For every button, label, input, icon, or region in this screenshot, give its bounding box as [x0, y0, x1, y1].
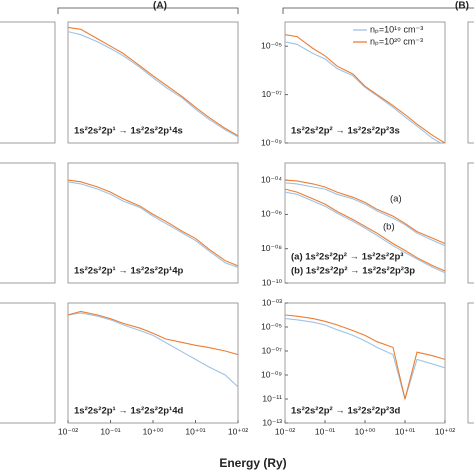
series-line	[285, 34, 445, 143]
y-tick-label: 10⁻⁰⁴	[261, 174, 282, 184]
series-line	[68, 310, 238, 356]
y-tick-label: 10⁻⁰⁹	[261, 137, 282, 147]
x-tick-label: 10⁺⁰¹	[185, 426, 205, 436]
series-line	[68, 26, 238, 137]
annotation: (b)	[383, 222, 395, 233]
x-tick-label: 10⁻⁰²	[275, 426, 295, 436]
x-tick-label: 10⁺⁰²	[435, 426, 455, 436]
panel-label: (a) 1s²2s²2p² → 1s²2s²2p³	[291, 252, 403, 263]
group-bracket	[282, 7, 474, 14]
group-label: (B)	[455, 1, 469, 12]
y-tick-label: 10⁻⁰⁹	[261, 369, 282, 379]
panel: 1s²2s²2p¹ → 1s²2s²2p¹4s	[67, 21, 239, 144]
panel-label: 1s²2s²2p² → 1s²2s²2p²3d	[291, 406, 400, 417]
x-tick-label: 10⁺⁰⁰	[143, 426, 164, 436]
y-tick-label: 10⁻¹⁰	[262, 277, 283, 287]
x-tick-label: 10⁺⁰¹	[395, 426, 415, 436]
legend-label: nₚ=10²⁰ cm⁻³	[370, 36, 423, 46]
series-line	[68, 181, 238, 269]
panel: 10⁻⁰² 10⁻⁰¹ 10⁺⁰⁰ 10⁺⁰¹ 10⁺⁰² 1s²2s²2p¹ → 1s²…	[58, 302, 248, 436]
series-line	[285, 318, 445, 401]
cropped-panel	[467, 21, 474, 144]
x-tick-label: 10⁻⁰¹	[100, 426, 120, 436]
cropped-panel	[0, 162, 56, 284]
panel-label: 1s²2s²2p¹ → 1s²2s²2p¹4s	[74, 126, 183, 137]
series-line	[285, 179, 445, 245]
series-line	[68, 179, 238, 267]
y-tick-label: 10⁻⁰⁵	[261, 321, 282, 331]
plot-frame	[284, 21, 446, 144]
layout	[0, 7, 474, 424]
x-tick-label: 10⁻⁰¹	[315, 426, 335, 436]
group-label: (A)	[153, 1, 167, 12]
panel-label: 1s²2s²2p² → 1s²2s²2p²3s	[291, 126, 400, 137]
y-tick-label: 10⁻⁰³	[262, 297, 282, 307]
cropped-panel	[467, 302, 474, 424]
panel-label: 1s²2s²2p¹ → 1s²2s²2p¹4p	[74, 266, 183, 277]
y-tick-label: 10⁻¹¹	[262, 393, 282, 403]
y-tick-label: 10⁻⁰⁵	[261, 40, 282, 50]
series-line	[68, 31, 238, 138]
x-tick-label: 10⁺⁰²	[228, 426, 248, 436]
group-bracket	[57, 7, 239, 14]
plot-frame	[284, 162, 446, 284]
cropped-panel	[0, 302, 56, 424]
panel: 10⁻⁰⁴ 10⁻⁰⁶ 10⁻⁰⁸ 10⁻¹⁰ (a) 1s²2s²2p² → 1s²2…	[261, 162, 446, 287]
series-line	[285, 314, 445, 400]
y-tick-label: 10⁻⁰⁶	[261, 209, 282, 219]
series-line	[285, 191, 445, 274]
y-tick-label: 10⁻⁰⁷	[262, 345, 282, 355]
panel-label: 1s²2s²2p¹ → 1s²2s²2p¹4d	[74, 406, 183, 417]
x-tick-label: 10⁺⁰⁰	[355, 426, 376, 436]
cropped-panel	[0, 21, 56, 144]
panel-label: (b) 1s²2s²2p² → 1s²2s²2p²3p	[291, 266, 415, 277]
panel: 1s²2s²2p¹ → 1s²2s²2p¹4p	[67, 162, 239, 284]
y-tick-label: 10⁻¹³	[262, 417, 282, 427]
series-line	[285, 41, 442, 143]
series-line	[285, 188, 445, 272]
plot-frame	[67, 162, 239, 284]
panel: 10⁻⁰⁵ 10⁻⁰⁷ 10⁻⁰⁹ 1s²2s²2p² → 1s²2s²2p²3s nₚ…	[261, 21, 446, 147]
series-line	[68, 312, 238, 388]
cropped-panel	[467, 162, 474, 284]
series-line	[285, 182, 445, 247]
x-axis-label: Energy (Ry)	[219, 456, 286, 470]
plot-frame	[67, 21, 239, 144]
x-tick-label: 10⁻⁰²	[58, 426, 78, 436]
y-tick-label: 10⁻⁰⁸	[261, 243, 282, 253]
y-tick-label: 10⁻⁰⁷	[262, 89, 282, 99]
legend-label: nₚ=10¹⁹ cm⁻³	[370, 24, 423, 34]
annotation: (a)	[390, 194, 402, 205]
